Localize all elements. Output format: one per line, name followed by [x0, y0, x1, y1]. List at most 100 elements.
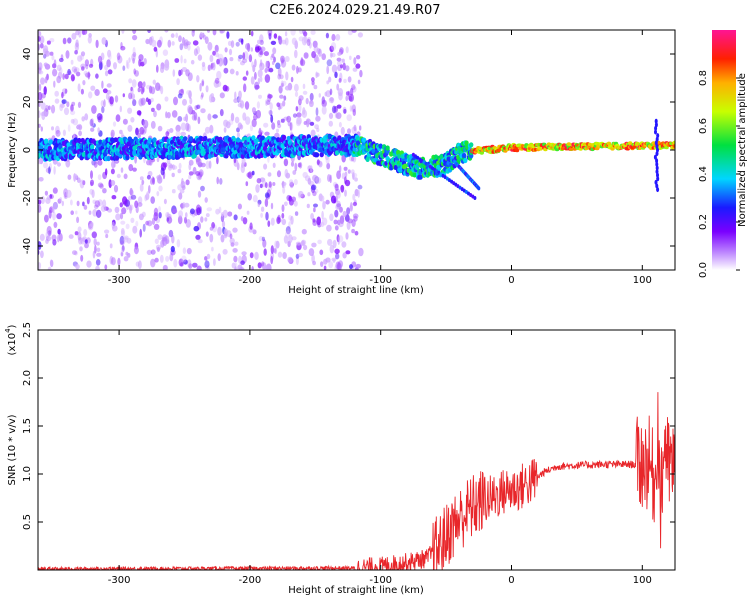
spectrogram-cell — [315, 177, 322, 184]
spectrogram-cell — [43, 62, 48, 67]
spectrogram-cell — [169, 128, 174, 133]
spectrogram-cell — [150, 120, 156, 129]
spectrogram-cell — [134, 70, 140, 77]
spectrogram-cell — [307, 192, 311, 197]
spectrogram-cell — [345, 46, 349, 54]
spectrogram-cell — [81, 66, 85, 71]
spectrogram-cell — [279, 35, 283, 45]
spectrogram-cell — [250, 76, 255, 85]
spectrogram-cell — [325, 32, 329, 39]
spectrogram-cell — [311, 51, 316, 59]
spectrogram-cell — [188, 174, 192, 180]
spectrogram-cell — [171, 189, 176, 194]
spectrogram-cell — [264, 131, 270, 136]
spectrogram-cell — [200, 216, 204, 223]
spectrogram-cell — [233, 255, 238, 263]
spectrogram-cell — [321, 53, 327, 61]
spectrogram-cell — [251, 118, 257, 128]
spectrogram-cell — [219, 92, 225, 99]
spectrogram-cell — [317, 239, 322, 245]
spectrogram-cell — [162, 49, 169, 56]
spectrogram-cell — [130, 117, 135, 123]
spectrogram-cell — [192, 166, 197, 175]
spectrogram-cell — [56, 64, 62, 72]
spectrogram-cell — [336, 190, 341, 199]
spectrogram-cell — [257, 39, 261, 45]
spectrogram-cell — [127, 107, 133, 114]
spectrogram-cell — [84, 239, 88, 244]
spectrogram-cell — [326, 162, 331, 170]
spectrogram-cell — [119, 235, 125, 245]
spectrogram-cell — [138, 260, 142, 270]
spectrogram-cell — [332, 258, 336, 263]
spectrogram-cell — [120, 252, 124, 257]
spectrogram-cell — [126, 61, 130, 70]
spectrogram-cell — [178, 192, 183, 200]
spectrogram-cell — [354, 177, 358, 182]
spectrogram-cell — [112, 225, 118, 232]
spectrogram-cell — [335, 253, 340, 260]
spectrogram-cell — [277, 217, 282, 223]
spectrogram-cell — [116, 173, 121, 179]
spectrogram-cell — [297, 67, 302, 73]
spectrogram-cell — [355, 263, 362, 269]
spectrogram-cell — [327, 238, 333, 246]
spectrogram-cell — [196, 104, 201, 109]
spectrogram-cell — [132, 149, 137, 155]
spectrogram-cell — [92, 209, 98, 217]
spectrogram-cell — [180, 202, 184, 210]
spectrogram-cell — [181, 178, 184, 186]
spectrogram-cell — [257, 262, 262, 269]
spectrogram-cell — [139, 126, 145, 135]
spectrogram-cell — [82, 80, 86, 86]
spectrogram-cell — [135, 220, 139, 227]
spectrogram-cell — [329, 45, 335, 52]
spectrogram-cell — [403, 163, 408, 169]
spectrogram-cell — [177, 93, 183, 99]
colorbar: 0.0 0.2 0.4 0.6 0.8 Normalized spectral ampl… — [698, 30, 748, 278]
spectrogram-cell — [251, 170, 255, 176]
spectrogram-cell — [270, 256, 274, 265]
spectrogram-cell — [53, 160, 58, 166]
spectrogram-cell — [290, 122, 294, 131]
spectrogram-cell — [342, 62, 346, 71]
spectrogram-cell — [265, 211, 269, 221]
spectrogram-cell — [349, 204, 354, 212]
spectrogram-cell — [53, 221, 58, 228]
spectrogram-cell — [117, 257, 121, 266]
spectrogram-cell — [76, 200, 80, 207]
spectrogram-cell — [212, 62, 216, 71]
spectrogram-cell — [307, 37, 312, 43]
spectrogram-cell — [273, 33, 278, 39]
spectrogram-cell — [166, 216, 173, 224]
spectrogram-cell — [178, 162, 182, 170]
spectrogram-cell — [554, 147, 560, 152]
spectrogram-cell — [205, 213, 210, 218]
spectrogram-cell — [185, 219, 191, 228]
spectrogram-cell — [38, 36, 41, 42]
spectrogram-cell — [113, 137, 118, 143]
spectrogram-cell — [62, 129, 66, 137]
spectrogram-cell — [302, 107, 306, 115]
spectrogram-cell — [139, 228, 142, 238]
spectrogram-cell — [332, 181, 338, 188]
spectrogram-cell — [242, 52, 246, 61]
spectrogram-cell — [312, 260, 316, 266]
chart-title: C2E6.2024.029.21.49.R07 — [269, 3, 440, 18]
spectrogram-cell — [225, 121, 231, 129]
spectrogram-cell — [57, 162, 61, 167]
snr-x-ticks: -300 -200 -100 0 100 — [108, 330, 652, 586]
spectrogram-cell — [233, 214, 238, 221]
snr-frame — [37, 329, 676, 571]
spectrogram-cell — [209, 226, 214, 231]
spectrogram-cell — [281, 134, 287, 140]
spectrogram-cell — [170, 245, 175, 253]
spectrogram-cell — [656, 172, 659, 178]
spectrogram-cell — [297, 150, 302, 156]
spectrogram-cell — [175, 32, 179, 39]
spectrogram-cell — [53, 80, 56, 88]
spectrogram-cell — [259, 59, 263, 67]
spectrogram-cell — [87, 35, 92, 44]
spectrogram-cell — [49, 194, 52, 199]
spectrogram-cell — [75, 30, 80, 36]
